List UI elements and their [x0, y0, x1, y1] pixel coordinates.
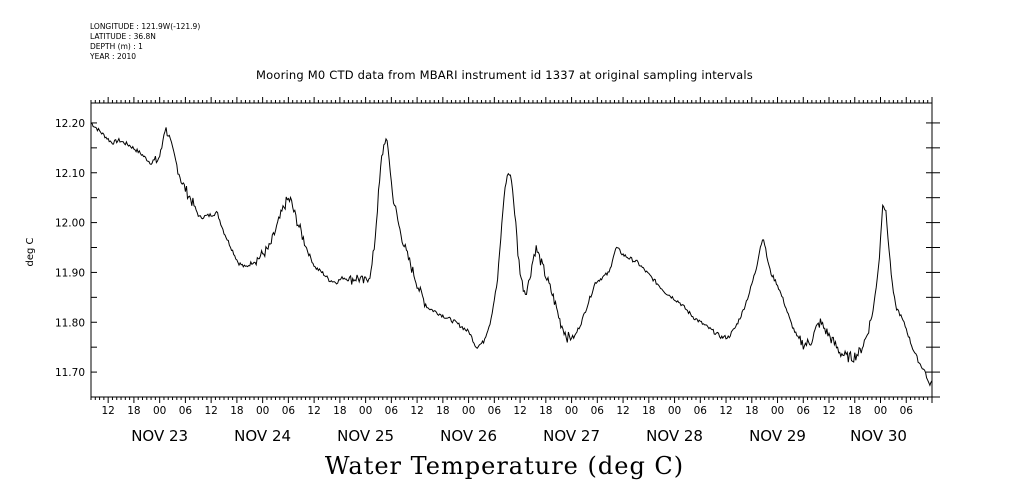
x-hour-label: 00: [462, 405, 475, 417]
x-day-label: NOV 30: [850, 427, 907, 445]
temperature-series-line: [90, 122, 933, 387]
x-day-label: NOV 27: [543, 427, 600, 445]
y-tick-label: 12.00: [55, 218, 85, 230]
x-hour-label: 06: [694, 405, 708, 417]
plot-frame: [90, 97, 933, 403]
x-hour-label: 12: [719, 405, 732, 417]
year-label: YEAR : 2010: [90, 52, 137, 61]
x-hour-label: 12: [822, 405, 835, 417]
x-hour-label: 00: [359, 405, 372, 417]
x-hour-label: 18: [539, 405, 552, 417]
y-tick-label: 11.90: [55, 267, 85, 279]
latitude-label: LATITUDE : 36.8N: [90, 32, 156, 41]
x-hour-label: 18: [127, 405, 140, 417]
x-hour-label: 06: [488, 405, 502, 417]
y-tick-label: 12.10: [55, 168, 85, 180]
x-hour-label: 00: [256, 405, 269, 417]
y-axis-label: deg C: [25, 237, 36, 266]
y-tick-label: 11.70: [55, 367, 85, 379]
x-hour-label: 12: [616, 405, 629, 417]
depth-label: DEPTH (m) : 1: [90, 42, 143, 51]
chart-title: Mooring M0 CTD data from MBARI instrumen…: [256, 68, 753, 82]
x-day-label: NOV 25: [337, 427, 394, 445]
x-hour-label: 18: [333, 405, 346, 417]
x-hour-label: 18: [848, 405, 861, 417]
x-hour-label: 06: [179, 405, 193, 417]
x-hour-label: 00: [565, 405, 578, 417]
chart-caption: Water Temperature (deg C): [324, 452, 685, 480]
x-hour-label: 00: [668, 405, 681, 417]
x-hour-label: 18: [642, 405, 655, 417]
x-hour-label: 18: [436, 405, 449, 417]
plot-border: [90, 102, 933, 398]
x-hour-label: 12: [410, 405, 423, 417]
y-axis: 11.70 11.80 11.90 12.00 12.10 12.20: [55, 118, 940, 398]
x-day-label: NOV 29: [749, 427, 806, 445]
x-day-label: NOV 28: [646, 427, 703, 445]
x-hour-label: 12: [513, 405, 526, 417]
y-tick-label: 11.80: [55, 317, 85, 329]
y-tick-label: 12.20: [55, 118, 85, 130]
metadata-block: LONGITUDE : 121.9W(-121.9) LATITUDE : 36…: [90, 22, 200, 62]
x-hour-label: 12: [307, 405, 320, 417]
x-hour-label: 06: [282, 405, 296, 417]
x-hour-label: 06: [385, 405, 399, 417]
x-day-label: NOV 24: [234, 427, 291, 445]
x-day-label: NOV 23: [131, 427, 188, 445]
x-hour-label: 00: [874, 405, 887, 417]
x-hour-label: 12: [204, 405, 217, 417]
x-hour-label: 06: [591, 405, 605, 417]
x-hour-label: 18: [745, 405, 758, 417]
x-hour-label: 00: [153, 405, 166, 417]
longitude-label: LONGITUDE : 121.9W(-121.9): [90, 22, 201, 31]
x-hour-label: 12: [101, 405, 114, 417]
x-hour-label: 06: [797, 405, 811, 417]
x-axis: 12 18 00 06 12 18 00 06 12 18 00 06 12 18 00 06 12 18 00 06…: [101, 405, 913, 445]
x-hour-label: 00: [771, 405, 784, 417]
x-hour-label: 18: [230, 405, 243, 417]
x-day-label: NOV 26: [440, 427, 497, 445]
x-hour-label: 06: [900, 405, 914, 417]
series-group: [90, 122, 933, 387]
